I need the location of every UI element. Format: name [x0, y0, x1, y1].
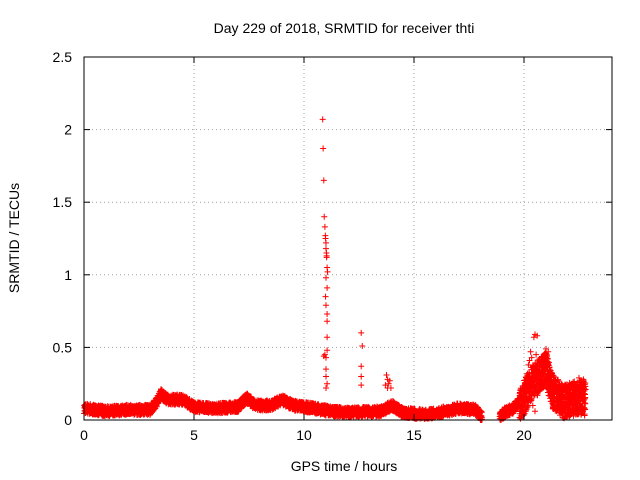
data-point	[324, 268, 331, 275]
data-point	[321, 213, 328, 220]
x-tick-label: 15	[406, 427, 422, 443]
y-tick-label: 1	[64, 267, 72, 283]
data-point	[358, 373, 365, 380]
data-point	[324, 284, 331, 291]
data-point	[323, 274, 329, 281]
data-point	[323, 385, 329, 392]
data-point	[323, 254, 330, 261]
data-point	[320, 145, 327, 152]
data-point	[319, 116, 326, 123]
data-point	[358, 382, 365, 389]
y-tick-label: 1.5	[53, 194, 73, 210]
data-point	[358, 363, 365, 370]
x-tick-label: 0	[80, 427, 88, 443]
data-point	[323, 366, 329, 373]
data-point	[324, 318, 331, 325]
x-tick-label: 20	[516, 427, 532, 443]
y-tick-label: 0	[64, 412, 72, 428]
y-tick-label: 2.5	[53, 49, 73, 65]
data-point	[532, 408, 538, 415]
chart-title: Day 229 of 2018, SRMTID for receiver tht…	[214, 20, 475, 36]
data-point	[321, 223, 328, 230]
data-point	[324, 311, 331, 318]
x-axis-label: GPS time / hours	[291, 458, 398, 474]
data-point	[383, 371, 390, 378]
x-tick-label: 10	[296, 427, 312, 443]
y-axis-label: SRMTID / TECUs	[6, 183, 22, 293]
grid-lines	[84, 57, 612, 420]
y-tick-label: 0.5	[53, 339, 73, 355]
data-point	[324, 380, 331, 387]
data-point	[533, 351, 540, 358]
data-point	[359, 342, 366, 349]
x-tick-label: 5	[190, 427, 198, 443]
data-points	[81, 116, 589, 423]
data-point	[320, 177, 327, 184]
data-point	[358, 329, 365, 336]
data-point	[322, 293, 329, 300]
data-point	[323, 373, 329, 380]
data-point	[323, 239, 329, 246]
data-point	[323, 302, 329, 309]
data-point	[527, 348, 534, 355]
tick-labels: 0 5 10 15 20 0 0.5 1 1.5 2 2.5	[53, 49, 532, 443]
data-point	[324, 334, 331, 341]
data-point	[530, 334, 537, 341]
y-tick-label: 2	[64, 122, 72, 138]
